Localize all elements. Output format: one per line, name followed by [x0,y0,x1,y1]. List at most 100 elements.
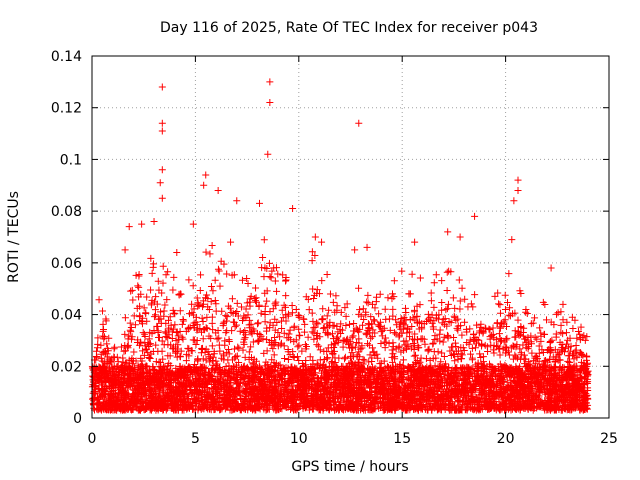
data-point [517,323,525,331]
data-point [159,279,167,287]
data-point [426,356,434,364]
data-point [563,340,571,348]
data-point [389,312,397,320]
data-point [506,312,514,320]
data-point [524,340,532,348]
data-point [458,365,466,373]
data-point [194,386,202,394]
data-point [471,291,479,299]
data-point [223,270,231,278]
data-point [162,271,170,279]
data-point [580,332,588,340]
data-point [367,313,375,321]
data-point [183,350,191,358]
data-point [99,307,107,315]
data-point [227,309,235,317]
data-point [515,331,523,339]
data-point [207,282,215,290]
data-point [520,335,528,343]
data-point [363,298,371,306]
data-point [173,400,181,408]
data-point [132,271,140,279]
data-point [408,270,416,278]
data-point [207,298,215,306]
data-point [412,351,420,359]
data-point [209,361,217,369]
data-point [313,319,321,327]
data-point [161,328,169,336]
data-point [270,351,278,359]
data-point [563,318,571,326]
data-point [188,300,196,308]
data-point [301,320,309,328]
data-point [273,319,281,327]
data-point [540,330,548,338]
data-point [212,300,220,308]
data-point [384,294,392,302]
data-point [416,274,424,282]
data-point [186,385,194,393]
data-point [333,306,341,314]
data-point [318,277,326,285]
data-point [330,340,338,348]
data-point [371,329,379,337]
data-point [502,336,510,344]
data-point [156,333,164,341]
data-point [431,336,439,344]
data-point [290,354,298,362]
data-point [179,364,187,372]
data-point [157,308,165,316]
data-point [284,355,292,363]
data-point [141,389,149,397]
data-point [552,333,560,341]
data-point [260,273,268,281]
data-point [490,349,498,357]
data-point [269,345,277,353]
data-point [163,296,171,304]
data-point [208,342,216,350]
data-point [272,301,280,309]
data-point [271,277,279,285]
data-point [354,326,361,334]
data-point [233,299,241,307]
data-point [266,308,274,316]
data-point [390,329,398,337]
data-point [401,321,409,329]
data-point [325,306,333,314]
data-point [232,353,240,361]
data-point [319,305,327,313]
data-point [320,324,328,332]
data-point [204,348,212,356]
data-point [228,295,236,303]
data-point [263,265,271,273]
data-point [371,387,379,395]
data-point [215,267,223,275]
data-point [241,353,249,361]
data-point [197,349,205,357]
data-point [131,321,139,329]
data-point [243,363,251,371]
data-point [182,357,190,365]
data-point [342,321,350,329]
data-point [401,341,409,349]
data-point [559,330,567,338]
data-point [139,329,147,337]
data-point [301,341,309,349]
data-point [337,320,345,328]
data-point [237,303,245,311]
data-point [208,319,216,327]
data-point [473,321,481,329]
data-point [402,316,410,324]
data-point [443,287,451,295]
data-point [271,300,279,308]
data-point [324,354,332,362]
data-point [564,336,572,344]
data-point [553,310,561,318]
data-point [263,336,271,344]
data-point [339,337,347,345]
data-point [440,333,448,341]
data-point [254,320,262,328]
data-point [421,340,429,348]
data-point [128,333,136,341]
data-point [94,334,102,342]
